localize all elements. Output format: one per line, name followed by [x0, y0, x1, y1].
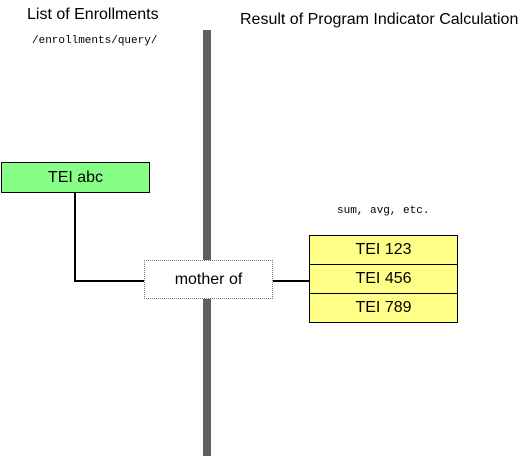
source-to-relation-connector	[74, 193, 144, 282]
result-tei-stack: TEI 123 TEI 456 TEI 789	[309, 235, 458, 325]
source-tei-node: TEI abc	[1, 162, 150, 193]
enrollments-list-heading: List of Enrollments	[27, 6, 159, 23]
result-tei-node: TEI 789	[309, 293, 458, 323]
source-tei-label: TEI abc	[47, 168, 104, 186]
result-tei-label: TEI 789	[355, 299, 412, 316]
result-tei-label: TEI 123	[355, 241, 412, 258]
relationship-node: mother of	[144, 260, 273, 299]
enrollments-query-endpoint: /enrollments/query/	[32, 35, 158, 47]
program-indicator-result-heading: Result of Program Indicator Calculation	[240, 11, 519, 28]
section-divider	[203, 30, 211, 456]
result-tei-node: TEI 456	[309, 264, 458, 294]
aggregation-functions-note: sum, avg, etc.	[337, 205, 430, 217]
result-tei-node: TEI 123	[309, 235, 458, 265]
relationship-label: mother of	[174, 270, 243, 288]
result-tei-label: TEI 456	[355, 270, 412, 287]
